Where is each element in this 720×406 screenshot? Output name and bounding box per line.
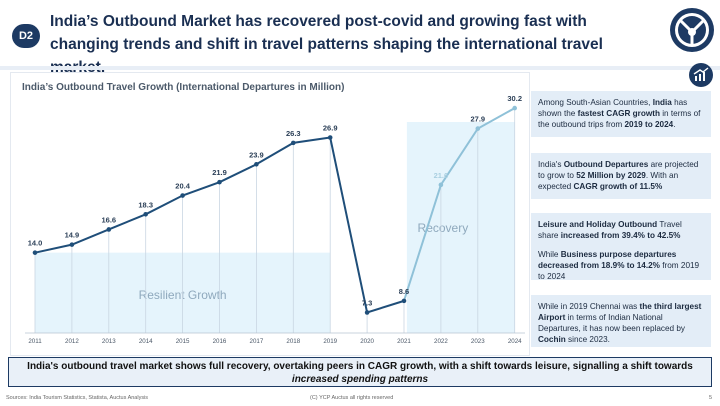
data-label: 30.2 — [507, 94, 522, 103]
summary-banner: India's outbound travel market shows ful… — [8, 357, 712, 387]
region-recovery — [406, 122, 515, 333]
data-label: 21.9 — [212, 168, 227, 177]
panel-bold: 2019 to 2024 — [624, 120, 674, 129]
data-point — [32, 250, 38, 255]
insight-panel-leisure: Leisure and Holiday Outbound Travel shar… — [531, 213, 711, 281]
x-tick-label: 2011 — [28, 338, 42, 345]
data-label: 21.6 — [434, 171, 449, 180]
data-label: 27.9 — [470, 115, 485, 124]
growth-chart-icon — [689, 63, 713, 87]
panel-bold: Business purpose departures decreased fr… — [538, 250, 677, 270]
panel-text: . — [673, 120, 676, 129]
insight-panel-projection: India's Outbound Departures are projecte… — [531, 153, 711, 199]
data-label: 8.6 — [399, 287, 409, 296]
region-label: Recovery — [418, 221, 469, 235]
x-tick-label: 2018 — [286, 338, 300, 345]
section-badge: D2 — [12, 24, 40, 48]
panel-bold: increased from 39.4% to 42.5% — [560, 231, 681, 240]
x-tick-label: 2012 — [65, 338, 79, 345]
panel-text: India's — [538, 160, 564, 169]
data-point — [291, 140, 296, 146]
panel-bold: Outbound Departures — [563, 160, 649, 169]
panel-bold: the third largest Airport — [538, 302, 702, 322]
x-tick-label: 2022 — [434, 338, 448, 345]
copyright-note: (C) YCP Auctus all rights reserved — [310, 395, 394, 401]
panel-text: in terms of Indian National Departures, … — [538, 313, 686, 333]
header — [0, 0, 720, 70]
x-tick-label: 2013 — [102, 338, 116, 345]
data-label: 7.3 — [362, 298, 372, 307]
footer: Sources: India Tourism Statistics, Stati… — [0, 392, 720, 406]
data-label: 14.0 — [28, 239, 43, 248]
panel-bold: Leisure and Holiday Outbound — [538, 220, 658, 229]
panel-bold: 52 Million by 2029 — [576, 171, 646, 180]
panel-text: Among South-Asian Countries, — [538, 98, 653, 107]
insight-panel-airports: While in 2019 Chennai was the third larg… — [531, 295, 711, 347]
company-logo — [670, 8, 714, 52]
data-point — [69, 242, 75, 247]
panel-text: . With an expected — [538, 171, 679, 191]
data-label: 14.9 — [65, 231, 80, 240]
panel-spacer — [538, 241, 704, 249]
data-point — [180, 193, 185, 198]
data-point — [512, 105, 517, 111]
x-tick-label: 2023 — [471, 338, 485, 345]
data-point — [254, 162, 259, 167]
data-point — [364, 310, 370, 315]
data-point — [106, 227, 112, 232]
insight-panel-cagr: Among South-Asian Countries, India has s… — [531, 91, 711, 137]
data-point — [327, 135, 333, 140]
panel-bold: Cochin — [538, 335, 566, 344]
data-point — [217, 179, 222, 185]
panel-text: has shown the — [538, 98, 688, 118]
data-label: 26.3 — [286, 129, 301, 138]
data-label: 18.3 — [138, 200, 153, 209]
x-tick-label: 2024 — [508, 338, 522, 345]
series-line-recovery — [403, 107, 516, 302]
panel-text: in terms of the outbound trips from — [538, 109, 701, 129]
data-label: 23.9 — [249, 150, 264, 159]
chart-title: India’s Outbound Travel Growth (Internat… — [22, 82, 345, 93]
panel-text: Travel share — [538, 220, 682, 240]
x-tick-label: 2016 — [213, 338, 227, 345]
panel-bold: fastest CAGR growth — [577, 109, 660, 118]
data-point — [401, 298, 407, 304]
header-divider — [0, 66, 720, 70]
panel-text: since 2023. — [565, 335, 610, 344]
summary-text: India's outbound travel market shows ful… — [27, 361, 693, 372]
data-point — [438, 182, 444, 188]
panel-bold: India — [652, 98, 672, 107]
x-tick-label: 2014 — [139, 338, 153, 345]
panel-text: from 2019 to 2024 — [538, 261, 700, 281]
panel-text: are projected to grow to — [538, 160, 699, 180]
page-number: 5 — [708, 395, 712, 401]
data-label: 20.4 — [175, 182, 190, 191]
x-tick-label: 2017 — [250, 338, 264, 345]
panel-bold: CAGR growth of 11.5% — [573, 182, 663, 191]
panel-text: While — [538, 250, 561, 259]
summary-italic: increased spending patterns — [291, 374, 429, 385]
data-point — [475, 126, 481, 131]
x-tick-label: 2020 — [360, 338, 374, 345]
data-label: 16.6 — [101, 215, 116, 224]
panel-text: While in 2019 Chennai was — [538, 302, 640, 311]
x-tick-label: 2015 — [176, 338, 190, 345]
data-label: 26.9 — [323, 124, 338, 133]
x-tick-label: 2021 — [397, 338, 411, 345]
x-tick-label: 2019 — [323, 338, 337, 345]
data-point — [143, 211, 148, 217]
sources-note: Sources: India Tourism Statistics, Stati… — [6, 395, 149, 401]
